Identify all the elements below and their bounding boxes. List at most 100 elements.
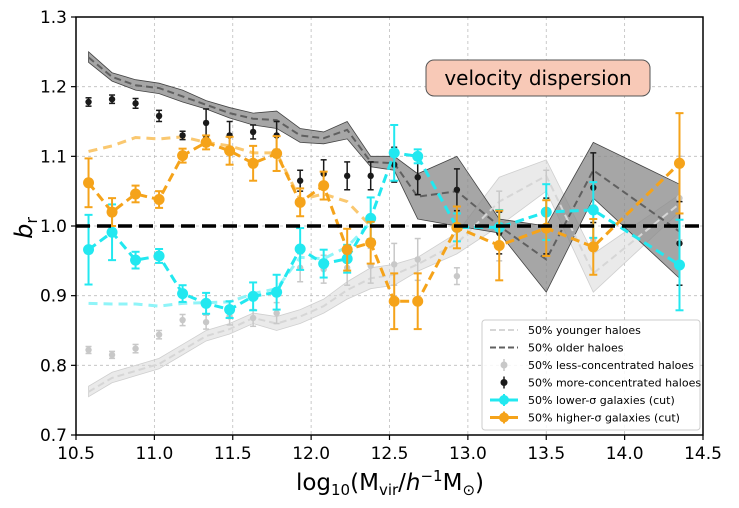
x-axis-label-log: log bbox=[296, 470, 331, 496]
data-point bbox=[202, 318, 210, 326]
data-point bbox=[83, 244, 95, 256]
data-point bbox=[106, 226, 118, 238]
x-axis-label-close: ) bbox=[475, 470, 484, 496]
data-point bbox=[318, 258, 330, 270]
legend-entry: 50% less-concentrated haloes bbox=[500, 359, 694, 372]
x-tick-label: 14.0 bbox=[606, 444, 644, 464]
legend-entry: 50% lower-σ galaxies (cut) bbox=[490, 394, 675, 407]
x-axis-label-m: (M bbox=[350, 470, 379, 496]
x-axis-label: log10(Mvir/h−1M⊙) bbox=[296, 467, 484, 499]
y-tick-label: 1.0 bbox=[40, 217, 67, 237]
data-point bbox=[247, 157, 259, 169]
x-axis-label-slash: / bbox=[398, 470, 406, 496]
x-axis-label-sun: ⊙ bbox=[462, 481, 475, 499]
data-point bbox=[388, 295, 400, 307]
data-point bbox=[365, 237, 377, 249]
annotation-background bbox=[425, 59, 651, 97]
legend-swatch bbox=[500, 361, 508, 369]
y-tick-label: 0.7 bbox=[40, 426, 67, 446]
series-group bbox=[87, 56, 681, 261]
series-group bbox=[88, 135, 372, 228]
data-point bbox=[367, 172, 374, 180]
y-tick-label: 0.8 bbox=[40, 356, 67, 376]
data-point bbox=[414, 256, 421, 263]
data-point bbox=[249, 314, 257, 322]
legend-swatch bbox=[499, 395, 509, 405]
x-tick-label: 12.0 bbox=[292, 444, 330, 464]
legend-label: 50% lower-σ galaxies (cut) bbox=[528, 394, 675, 407]
annotation-box: velocity dispersion bbox=[425, 59, 651, 97]
data-point bbox=[294, 196, 306, 208]
data-point bbox=[224, 304, 236, 316]
data-point bbox=[179, 132, 186, 139]
x-tick-label: 11.0 bbox=[135, 444, 173, 464]
series-group bbox=[83, 112, 685, 331]
data-point bbox=[296, 177, 304, 184]
legend: 50% younger haloes 50% older haloes 50% le… bbox=[481, 319, 701, 431]
data-point bbox=[540, 222, 552, 234]
legend-entry: 50% more-concentrated haloes bbox=[500, 376, 701, 390]
data-point bbox=[85, 98, 92, 106]
data-point bbox=[388, 147, 400, 159]
data-point bbox=[179, 316, 186, 324]
series-group bbox=[88, 174, 681, 393]
legend-label: 50% older haloes bbox=[528, 342, 624, 355]
data-point bbox=[673, 259, 685, 271]
data-point bbox=[318, 180, 330, 192]
legend-entry: 50% younger haloes bbox=[490, 324, 641, 337]
y-tick-label: 1.2 bbox=[40, 78, 67, 98]
data-point bbox=[273, 309, 280, 317]
x-tick-label: 10.5 bbox=[57, 444, 95, 464]
data-point bbox=[412, 295, 424, 307]
data-point bbox=[177, 150, 189, 162]
data-point bbox=[247, 290, 259, 302]
x-axis-label-vir: vir bbox=[379, 481, 399, 499]
legend-swatch bbox=[499, 412, 509, 423]
series-line bbox=[87, 140, 681, 303]
data-point bbox=[200, 136, 212, 148]
legend-entry: 50% older haloes bbox=[490, 342, 624, 355]
data-point bbox=[108, 96, 116, 103]
data-point bbox=[587, 241, 599, 253]
series-group bbox=[85, 94, 683, 286]
legend-label: 50% less-concentrated haloes bbox=[528, 359, 694, 372]
series-line bbox=[87, 56, 681, 261]
series bbox=[83, 56, 685, 393]
data-point bbox=[493, 240, 505, 252]
y-tick-label: 0.9 bbox=[40, 287, 67, 307]
data-point bbox=[106, 206, 118, 218]
data-point bbox=[294, 243, 306, 255]
legend-entry: 50% higher-σ galaxies (cut) bbox=[490, 411, 680, 425]
data-point bbox=[587, 204, 599, 216]
y-axis-label: br bbox=[10, 217, 41, 239]
data-point bbox=[271, 148, 283, 160]
ticks: 10.5 11.0 11.5 12.0 12.5 13.0 13.5 14.0 14.5 0.7 0… bbox=[40, 8, 722, 464]
data-point bbox=[673, 157, 685, 169]
data-point bbox=[391, 261, 398, 268]
x-tick-label: 13.0 bbox=[449, 444, 487, 464]
series-line bbox=[87, 151, 681, 312]
data-point bbox=[153, 194, 165, 206]
series-line bbox=[88, 135, 372, 228]
y-tick-label: 1.1 bbox=[40, 147, 67, 167]
y-axis-label-sub: r bbox=[22, 217, 41, 224]
x-axis-label-h: h bbox=[406, 470, 421, 496]
data-point bbox=[200, 297, 212, 309]
y-tick-label: 1.3 bbox=[40, 8, 67, 28]
x-tick-label: 14.5 bbox=[684, 444, 722, 464]
data-point bbox=[108, 351, 116, 359]
x-tick-label: 12.5 bbox=[371, 444, 409, 464]
data-point bbox=[155, 331, 163, 338]
data-point bbox=[177, 288, 189, 300]
data-point bbox=[130, 254, 142, 266]
data-point bbox=[343, 172, 351, 180]
data-point bbox=[155, 112, 163, 120]
data-point bbox=[249, 128, 257, 136]
data-point bbox=[202, 119, 210, 127]
x-axis-label-exp: −1 bbox=[420, 467, 442, 485]
data-point bbox=[132, 100, 139, 107]
y-axis-label-main: b bbox=[10, 224, 38, 239]
data-point bbox=[224, 145, 236, 157]
data-point bbox=[85, 346, 92, 354]
